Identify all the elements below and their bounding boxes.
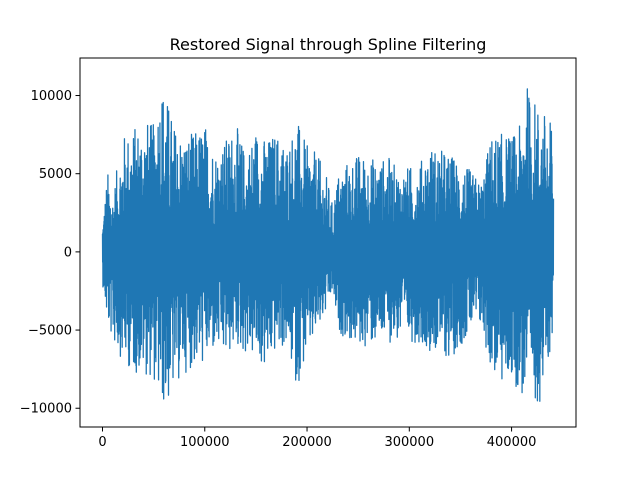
y-tick-label: 10000 (31, 89, 72, 104)
x-tick-label: 200000 (282, 435, 332, 450)
y-tick-label: −5000 (28, 324, 72, 339)
y-axis: −10000 −5000 0 5000 10000 (20, 89, 80, 417)
chart-title: Restored Signal through Spline Filtering (170, 35, 487, 54)
x-axis: 0 100000 200000 300000 400000 (98, 427, 536, 450)
x-tick-label: 100000 (180, 435, 230, 450)
x-tick-label: 300000 (384, 435, 434, 450)
y-tick-label: −10000 (20, 402, 72, 417)
x-tick-label: 400000 (487, 435, 537, 450)
y-tick-label: 0 (64, 245, 72, 260)
plot-area (101, 88, 555, 402)
y-tick-label: 5000 (39, 167, 72, 182)
signal-line (101, 88, 555, 402)
axes-frame (79, 57, 577, 428)
x-tick-label: 0 (98, 435, 106, 450)
